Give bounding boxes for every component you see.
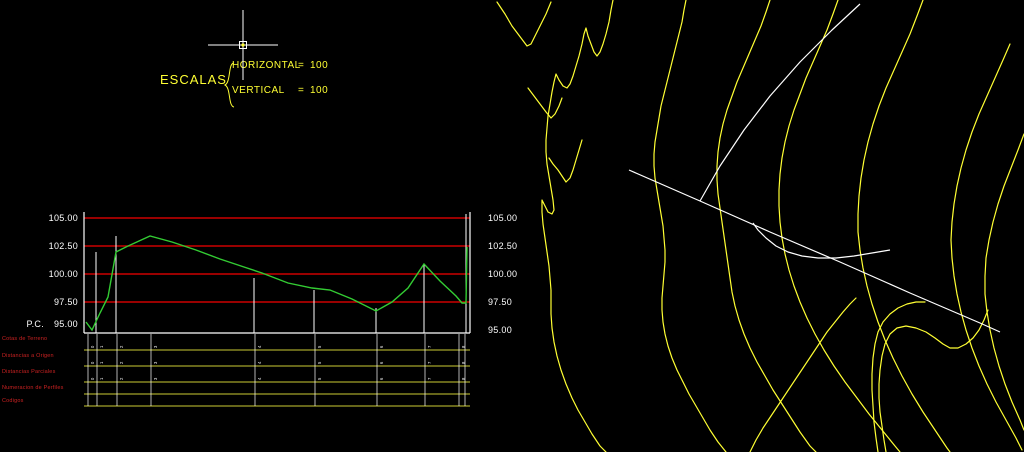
scale-name-vertical: VERTICAL [232,85,285,96]
scale-row-vertical: VERTICAL = 100 [232,85,328,110]
axis-label-right-105: 105.00 [488,213,518,223]
table-caption-cotas-terreno: Cotas de Terreno [2,336,48,342]
axis-label-right-95: 95.00 [488,325,513,335]
scale-value-vertical: 100 [310,85,329,96]
table-column-ticks [87,334,466,406]
scales-rows: HORIZONTAL = 100 VERTICAL = 100 [232,60,328,110]
axis-label-left-102-5: 102.50 [48,241,78,251]
axis-label-left-100: 100.00 [48,269,78,279]
table-caption-distancias-parciales: Distancias Parciales [2,369,56,375]
scales-brace-icon [223,62,235,108]
scale-equals-horizontal: = [298,60,305,71]
terrain-profile-line [85,235,468,332]
axis-label-right-100: 100.00 [488,269,518,279]
axis-label-datum-prefix: P.C. [26,319,44,329]
profile-axis-frame [83,212,471,334]
axis-label-left-97-5: 97.50 [53,297,78,307]
table-rules [84,349,470,407]
axis-label-right-97-5: 97.50 [488,297,513,307]
scale-row-horizontal: HORIZONTAL = 100 [232,60,328,85]
table-caption-distancias-origen: Distancias a Origen [2,353,54,359]
table-caption-numeracion-perfiles: Numeracion de Perfiles [2,385,64,391]
scales-title-block: ESCALAS HORIZONTAL = 100 VERTICAL = 100 [160,60,380,110]
table-caption-codigos: Codigos [2,398,24,404]
contour-lines [496,0,1024,452]
scale-name-horizontal: HORIZONTAL [232,60,301,71]
profile-gridlines [84,217,470,303]
axis-label-right-102-5: 102.50 [488,241,518,251]
scale-equals-vertical: = [298,85,305,96]
axis-label-left-105: 105.00 [48,213,78,223]
axis-label-left-95: 95.00 [53,319,78,329]
scales-label: ESCALAS [160,72,227,87]
scale-value-horizontal: 100 [310,60,329,71]
alignment-line [628,3,1001,333]
